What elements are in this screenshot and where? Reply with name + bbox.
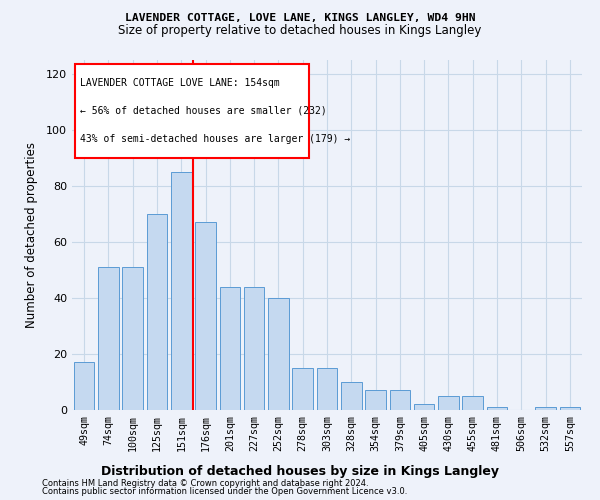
- Text: LAVENDER COTTAGE LOVE LANE: 154sqm: LAVENDER COTTAGE LOVE LANE: 154sqm: [80, 78, 280, 88]
- Bar: [122, 267, 143, 410]
- Bar: [220, 287, 240, 410]
- Bar: [317, 368, 337, 410]
- FancyBboxPatch shape: [74, 64, 309, 158]
- Bar: [560, 407, 580, 410]
- Y-axis label: Number of detached properties: Number of detached properties: [25, 142, 38, 328]
- Bar: [146, 214, 167, 410]
- Text: LAVENDER COTTAGE, LOVE LANE, KINGS LANGLEY, WD4 9HN: LAVENDER COTTAGE, LOVE LANE, KINGS LANGL…: [125, 12, 475, 22]
- Text: ← 56% of detached houses are smaller (232): ← 56% of detached houses are smaller (23…: [80, 106, 326, 116]
- Bar: [292, 368, 313, 410]
- Bar: [74, 362, 94, 410]
- Text: Distribution of detached houses by size in Kings Langley: Distribution of detached houses by size …: [101, 464, 499, 477]
- Bar: [438, 396, 459, 410]
- Bar: [365, 390, 386, 410]
- Bar: [171, 172, 191, 410]
- Text: Contains HM Land Registry data © Crown copyright and database right 2024.: Contains HM Land Registry data © Crown c…: [42, 478, 368, 488]
- Bar: [535, 407, 556, 410]
- Bar: [389, 390, 410, 410]
- Text: Size of property relative to detached houses in Kings Langley: Size of property relative to detached ho…: [118, 24, 482, 37]
- Bar: [341, 382, 362, 410]
- Bar: [414, 404, 434, 410]
- Text: Contains public sector information licensed under the Open Government Licence v3: Contains public sector information licen…: [42, 487, 407, 496]
- Bar: [98, 267, 119, 410]
- Text: 43% of semi-detached houses are larger (179) →: 43% of semi-detached houses are larger (…: [80, 134, 350, 143]
- Bar: [268, 298, 289, 410]
- Bar: [244, 287, 265, 410]
- Bar: [487, 407, 508, 410]
- Bar: [463, 396, 483, 410]
- Bar: [195, 222, 216, 410]
